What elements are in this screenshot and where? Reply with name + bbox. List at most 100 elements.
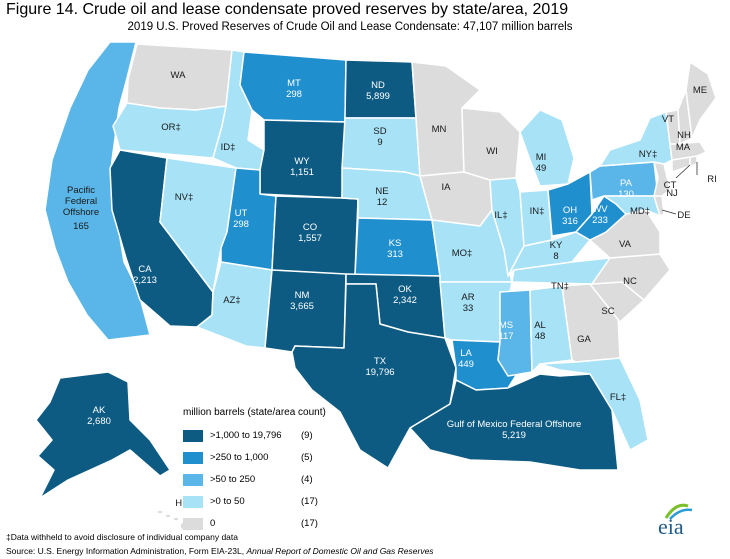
state-label-wv: WV: [592, 204, 608, 215]
state-label-nv: NV‡: [175, 192, 193, 203]
state-value-al: 48: [535, 331, 546, 342]
legend-count: (9): [301, 430, 313, 441]
state-label-vt: VT: [662, 114, 674, 125]
state-id: [212, 49, 265, 171]
state-value-nd: 5,899: [366, 91, 390, 102]
eia-logo: eia: [658, 500, 708, 540]
source-title: Annual Report of Domestic Oil and Gas Re…: [246, 546, 434, 556]
state-ak: [35, 371, 171, 499]
state-label-de: DE: [677, 210, 690, 221]
figure-subtitle: 2019 U.S. Proved Reserves of Crude Oil a…: [127, 21, 573, 33]
de-leader-line: [661, 209, 677, 215]
state-label-me: ME: [693, 85, 707, 96]
footnote: ‡Data withheld to avoid disclosure of in…: [6, 532, 238, 542]
legend-swatch: [183, 518, 203, 530]
state-label-ks: KS: [389, 238, 402, 249]
state-label-sc: SC: [601, 306, 614, 317]
legend-count: (17): [301, 518, 318, 529]
legend-count: (17): [301, 496, 318, 507]
state-label-ga: GA: [577, 334, 591, 345]
state-label-ne: NE: [375, 186, 388, 197]
state-value-ak: 2,680: [87, 416, 111, 427]
state-value-nm: 3,665: [290, 301, 314, 312]
state-mi: [519, 109, 575, 187]
state-label-in: IN‡: [530, 206, 545, 217]
state-label-ut: UT: [235, 208, 248, 219]
state-label-pac: Offshore: [63, 207, 99, 218]
legend-swatch: [183, 430, 203, 442]
state-label-pa: PA: [620, 178, 633, 189]
state-label-co: CO: [303, 222, 317, 233]
state-label-la: LA: [460, 348, 472, 359]
region-pacific-offshore: [44, 41, 151, 341]
state-label-md: MD‡: [630, 206, 650, 217]
state-in: [519, 189, 553, 247]
state-value-wv: 233: [592, 215, 608, 226]
state-me: [685, 61, 717, 139]
state-value-la: 449: [458, 359, 474, 370]
state-tx: [291, 283, 457, 469]
state-fl: [539, 357, 649, 451]
state-label-mn: MN: [432, 124, 447, 135]
state-label-tx: TX: [374, 356, 387, 367]
state-wi: [461, 107, 521, 181]
state-label-wy: WY: [294, 156, 310, 167]
eia-logo-text: eia: [658, 514, 684, 539]
state-value-ar: 33: [463, 303, 474, 314]
state-value-oh: 316: [562, 216, 578, 227]
legend-count: (5): [301, 452, 313, 463]
state-value-ks: 313: [387, 249, 403, 260]
state-label-ak: AK: [93, 405, 106, 416]
state-label-nj: NJ: [666, 188, 678, 199]
state-label-fl: FL‡: [610, 392, 626, 403]
legend-count: (4): [301, 474, 313, 485]
ct-leader-line: [675, 164, 691, 179]
state-label-va: VA: [619, 239, 632, 250]
region-gulf-offshore: [409, 373, 619, 471]
state-ma: [669, 141, 707, 161]
state-value-tx: 19,796: [365, 367, 394, 378]
state-value-sd: 9: [377, 137, 382, 148]
state-label-tn: TN‡: [551, 281, 569, 292]
state-value-ms: 117: [498, 331, 513, 342]
legend-swatch: [183, 452, 203, 464]
state-label-nc: NC: [623, 276, 637, 287]
state-value-ky: 8: [553, 251, 558, 262]
state-value-ne: 12: [377, 197, 388, 208]
state-label-ok: OK: [398, 284, 412, 295]
state-label-ms: MS: [499, 320, 513, 331]
state-label-mi: MI: [536, 152, 547, 163]
state-label-ct: CT: [664, 180, 677, 191]
state-al: [529, 285, 573, 373]
state-label-nh: NH: [677, 130, 691, 141]
state-label-wi: WI: [486, 146, 498, 157]
state-label-pac: Federal: [65, 196, 97, 207]
state-label-gom: Gulf of Mexico Federal Offshore: [447, 419, 581, 430]
legend-label: >1,000 to 19,796: [210, 430, 282, 441]
state-label-ny: NY‡: [639, 149, 657, 160]
state-value-pa: 130: [618, 189, 634, 200]
legend-title: million barrels (state/area count): [183, 407, 326, 418]
source-prefix: Source: U.S. Energy Information Administ…: [6, 546, 247, 556]
state-label-nm: NM: [295, 290, 310, 301]
state-label-ca: CA: [138, 264, 152, 275]
state-value-co: 1,557: [298, 233, 322, 244]
state-label-ri: RI: [707, 174, 717, 185]
state-label-wa: WA: [171, 70, 187, 81]
state-label-mo: MO‡: [452, 248, 473, 259]
legend-label: >250 to 1,000: [210, 452, 269, 463]
state-label-ky: KY: [550, 240, 563, 251]
legend-swatch: [183, 496, 203, 508]
state-label-ar: AR: [461, 292, 474, 303]
eia-logo-arc-icon: [664, 503, 693, 520]
state-label-nd: ND: [371, 80, 385, 91]
state-value-pac: 165: [73, 221, 89, 232]
state-tn: [511, 257, 611, 285]
state-label-il: IL‡: [494, 210, 507, 221]
state-label-or: OR‡: [161, 122, 181, 133]
state-label-oh: OH: [563, 205, 577, 216]
state-label-mt: MT: [287, 78, 301, 89]
state-label-az: AZ‡: [223, 295, 240, 306]
figure-title: Figure 14. Crude oil and lease condensat…: [6, 1, 569, 18]
